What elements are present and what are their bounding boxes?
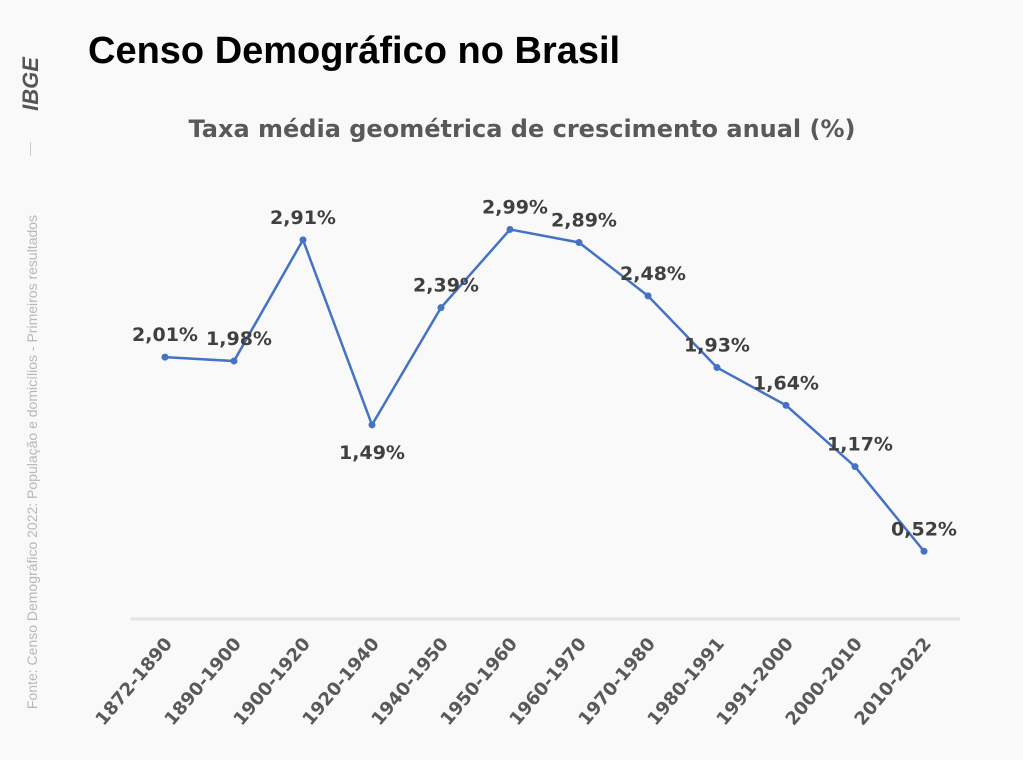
data-label: 2,89% <box>551 209 617 231</box>
data-label: 2,01% <box>132 324 198 346</box>
data-point <box>644 292 652 300</box>
data-label: 1,64% <box>753 372 819 394</box>
data-point <box>575 238 583 246</box>
data-label: 2,91% <box>270 207 336 229</box>
data-point <box>230 357 238 365</box>
data-point <box>851 463 859 471</box>
data-point <box>713 364 721 372</box>
sidebar: IBGE Fonte: Censo Demográfico 2022: Popu… <box>0 0 60 760</box>
data-label: 1,17% <box>827 434 893 456</box>
data-label: 0,52% <box>891 518 957 540</box>
data-label: 1,98% <box>206 328 272 350</box>
data-label: 1,93% <box>684 335 750 357</box>
data-point <box>920 547 928 555</box>
data-label: 2,99% <box>482 196 548 218</box>
data-point <box>368 421 376 429</box>
data-point <box>506 225 514 233</box>
data-label: 2,48% <box>620 263 686 285</box>
series-line <box>164 228 925 553</box>
data-point <box>161 353 169 361</box>
data-point <box>782 401 790 409</box>
page-title: Censo Demográfico no Brasil <box>88 30 621 72</box>
divider <box>30 142 31 156</box>
data-label: 1,49% <box>339 442 405 464</box>
chart-title: Taxa média geométrica de crescimento anu… <box>189 115 856 143</box>
data-point <box>299 236 307 244</box>
data-point <box>437 304 445 312</box>
data-label: 2,39% <box>413 275 479 297</box>
